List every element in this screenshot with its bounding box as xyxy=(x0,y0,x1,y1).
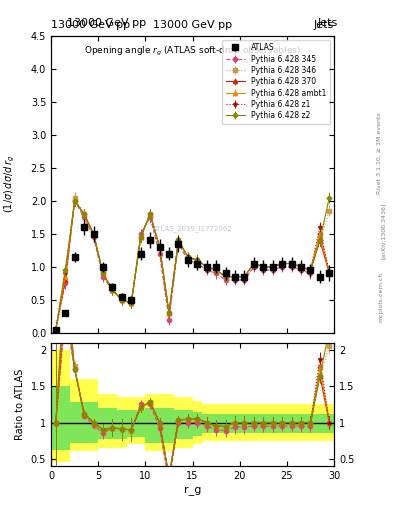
Text: Jets: Jets xyxy=(314,20,334,30)
Y-axis label: Ratio to ATLAS: Ratio to ATLAS xyxy=(15,369,25,440)
Text: 13000 GeV pp: 13000 GeV pp xyxy=(51,20,130,30)
Text: Opening angle $r_g$ (ATLAS soft-drop observables): Opening angle $r_g$ (ATLAS soft-drop obs… xyxy=(84,45,301,58)
X-axis label: r_g: r_g xyxy=(184,486,201,496)
Text: [arXiv:1306.3436]: [arXiv:1306.3436] xyxy=(381,202,386,259)
Text: mcplots.cern.ch: mcplots.cern.ch xyxy=(378,272,383,322)
Text: ATLAS_2019_I1772062: ATLAS_2019_I1772062 xyxy=(153,225,232,232)
Text: 13000 GeV pp: 13000 GeV pp xyxy=(66,18,146,28)
Text: Rivet 3.1.10, ≥ 3M events: Rivet 3.1.10, ≥ 3M events xyxy=(377,113,382,195)
Legend: ATLAS, Pythia 6.428 345, Pythia 6.428 346, Pythia 6.428 370, Pythia 6.428 ambt1,: ATLAS, Pythia 6.428 345, Pythia 6.428 34… xyxy=(222,39,330,124)
Y-axis label: $(1/\sigma)\,d\sigma/d\,r_g$: $(1/\sigma)\,d\sigma/d\,r_g$ xyxy=(3,155,17,214)
Text: Jets: Jets xyxy=(318,18,338,28)
Text: 13000 GeV pp: 13000 GeV pp xyxy=(153,20,232,30)
